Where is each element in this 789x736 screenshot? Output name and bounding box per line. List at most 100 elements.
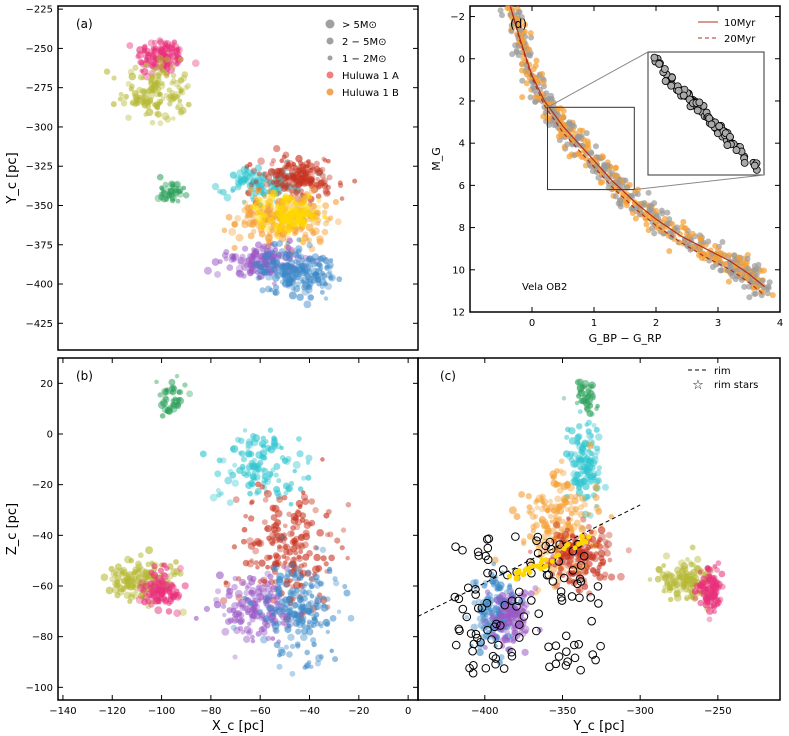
data-point (694, 555, 702, 563)
data-point (279, 158, 285, 164)
data-point (286, 160, 294, 168)
data-point (308, 202, 317, 211)
data-point (323, 561, 329, 567)
data-point (182, 192, 190, 199)
data-point (484, 589, 491, 595)
data-point (527, 52, 534, 59)
data-point (293, 190, 299, 196)
data-point (310, 637, 317, 644)
data-point (580, 516, 587, 523)
rim-star (516, 568, 522, 574)
data-point (561, 396, 567, 401)
data-point (108, 565, 115, 573)
data-point (313, 545, 319, 551)
data-point (283, 164, 289, 170)
data-point (262, 615, 270, 623)
data-point (153, 65, 159, 71)
data-point (229, 253, 236, 260)
data-point (177, 564, 184, 572)
data-point (264, 592, 273, 601)
data-point (216, 492, 222, 498)
data-point (277, 255, 282, 260)
data-point (151, 39, 158, 46)
data-point (219, 491, 224, 496)
data-point (174, 104, 181, 111)
data-point (313, 553, 321, 562)
data-point (237, 256, 245, 265)
data-point (243, 262, 249, 268)
data-point (297, 254, 302, 260)
data-point (312, 616, 318, 622)
data-point (178, 89, 184, 94)
data-point (495, 600, 501, 606)
data-point (249, 499, 255, 505)
data-point (273, 564, 280, 571)
panel-b-points (100, 373, 355, 677)
data-point (574, 379, 581, 385)
data-point (305, 262, 314, 271)
data-point (319, 289, 325, 295)
data-point (257, 578, 263, 585)
data-point (149, 85, 157, 92)
data-point (302, 541, 309, 549)
data-point (168, 52, 177, 61)
legend-label: 10Myr (724, 18, 756, 29)
inset-point (715, 122, 724, 131)
data-point (161, 562, 168, 568)
data-point (532, 94, 539, 101)
panel-d-legend: 10Myr 20Myr (698, 18, 756, 45)
data-point (745, 265, 752, 272)
data-point (283, 560, 288, 565)
rim-star (579, 538, 585, 544)
data-point (249, 473, 257, 481)
data-point (241, 262, 250, 271)
data-point (682, 225, 689, 232)
y-tick-label: −40 (32, 531, 53, 542)
data-point (147, 39, 155, 47)
data-point (288, 501, 294, 507)
data-point (552, 521, 561, 529)
data-point (253, 560, 259, 566)
data-point (150, 88, 156, 94)
data-point (332, 579, 340, 587)
data-point (121, 577, 128, 584)
data-point (317, 580, 324, 587)
data-point (588, 544, 594, 549)
legend-label: 2 − 5M⊙ (342, 37, 386, 48)
data-point (237, 450, 243, 456)
data-point (173, 559, 179, 565)
data-point (316, 529, 324, 537)
data-point (120, 586, 127, 593)
inset-point (655, 60, 664, 68)
data-point (290, 516, 299, 525)
data-point (157, 120, 164, 127)
data-point (243, 589, 250, 596)
data-point (533, 57, 540, 64)
data-point (282, 544, 289, 550)
data-point (141, 572, 149, 579)
data-point (170, 72, 177, 79)
data-point (509, 51, 516, 58)
data-point (307, 173, 316, 182)
data-point (334, 218, 342, 226)
data-point (281, 457, 289, 464)
outlined-point (567, 592, 577, 601)
data-point (177, 56, 183, 62)
data-point (323, 296, 329, 301)
data-point (345, 502, 352, 508)
data-point (185, 83, 192, 90)
data-point (163, 92, 169, 98)
data-point (717, 267, 724, 274)
rim-star (506, 573, 512, 579)
data-point (262, 258, 269, 265)
data-point (226, 499, 234, 506)
data-point (599, 153, 606, 160)
data-point (593, 426, 600, 433)
data-point (308, 498, 316, 505)
data-point (300, 257, 306, 263)
data-point (236, 466, 244, 475)
data-point (290, 173, 298, 180)
data-point (586, 448, 592, 453)
data-point (289, 562, 296, 568)
data-point (264, 570, 271, 577)
